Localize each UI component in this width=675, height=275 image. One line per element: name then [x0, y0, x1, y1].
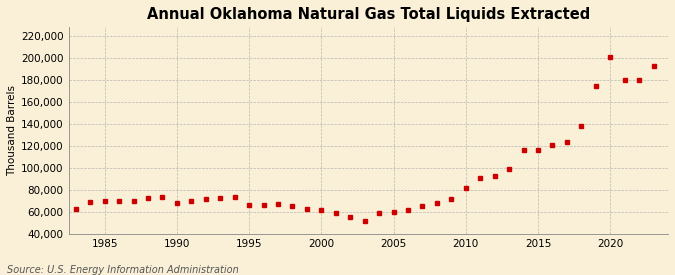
Title: Annual Oklahoma Natural Gas Total Liquids Extracted: Annual Oklahoma Natural Gas Total Liquid… [146, 7, 590, 22]
Y-axis label: Thousand Barrels: Thousand Barrels [7, 85, 17, 176]
Text: Source: U.S. Energy Information Administration: Source: U.S. Energy Information Administ… [7, 265, 238, 275]
